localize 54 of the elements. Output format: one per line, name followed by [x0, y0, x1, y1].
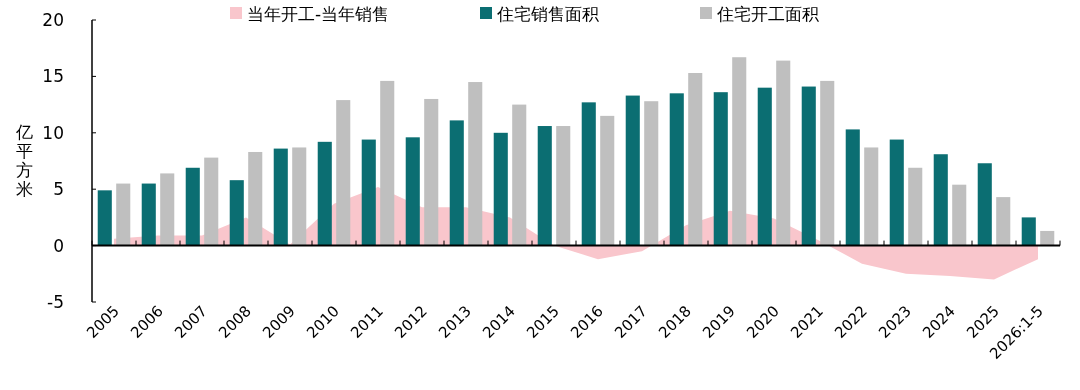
- bar: [908, 167, 923, 246]
- bar: [1021, 217, 1036, 246]
- bar: [424, 98, 439, 246]
- bar: [449, 120, 464, 246]
- bar: [977, 163, 992, 246]
- y-tick-label: 15: [42, 66, 64, 87]
- bar: [864, 147, 879, 246]
- legend-label: 当年开工-当年销售: [247, 4, 390, 24]
- bar: [889, 139, 904, 246]
- bar: [405, 137, 420, 246]
- bar: [204, 157, 219, 246]
- bar: [581, 102, 596, 246]
- bar: [845, 129, 860, 246]
- bar: [512, 104, 527, 246]
- y-axis-title: 亿平方米: [14, 122, 33, 199]
- bar: [757, 87, 772, 246]
- bar: [820, 80, 835, 246]
- bar: [644, 101, 659, 246]
- bar: [229, 180, 244, 246]
- bar: [141, 183, 156, 246]
- bar: [468, 82, 483, 246]
- bar: [97, 190, 112, 246]
- bar: [493, 132, 508, 246]
- bar: [116, 183, 131, 246]
- y-tick-label: 5: [53, 179, 64, 200]
- bar: [996, 197, 1011, 246]
- bar: [801, 86, 816, 246]
- bar: [248, 151, 263, 246]
- bar: [537, 126, 552, 246]
- bar: [292, 147, 307, 246]
- bar: [688, 73, 703, 246]
- legend-label: 住宅销售面积: [496, 4, 599, 24]
- legend-label: 住宅开工面积: [716, 4, 819, 24]
- bar: [185, 167, 200, 246]
- y-tick-label: 20: [42, 10, 64, 30]
- bar: [160, 173, 175, 246]
- bar: [669, 93, 684, 246]
- bar: [625, 95, 640, 246]
- y-tick-label: 10: [42, 122, 64, 143]
- y-tick-label: -5: [47, 292, 64, 312]
- bar: [1040, 230, 1055, 246]
- bar: [933, 154, 948, 246]
- bar: [273, 148, 288, 246]
- bar: [952, 184, 967, 246]
- bar: [380, 80, 395, 246]
- bar: [732, 57, 747, 246]
- bar: [556, 126, 571, 246]
- bar: [713, 92, 728, 246]
- bar: [600, 115, 615, 246]
- bar: [776, 60, 791, 246]
- bar: [336, 100, 351, 246]
- bar: [361, 139, 376, 246]
- bar: [317, 141, 332, 246]
- y-tick-label: 0: [53, 235, 64, 256]
